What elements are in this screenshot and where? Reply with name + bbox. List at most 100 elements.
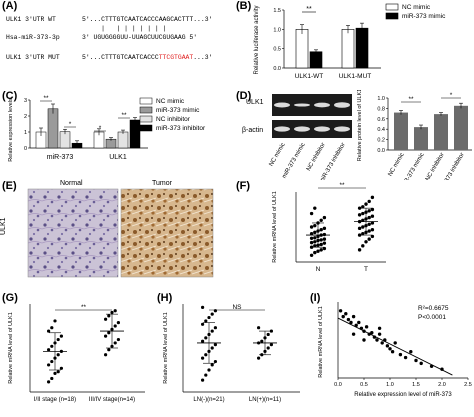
g-point [53, 319, 57, 323]
panel-f: (F) Relative mRNA level of ULK1 N T ** [236, 180, 474, 280]
i-point [409, 349, 413, 354]
mut-seq-red: TTCGTGAAT [158, 54, 194, 61]
g-point [107, 331, 111, 335]
i-point [414, 358, 418, 363]
g-point [59, 366, 64, 370]
d-band-ulk1 [274, 102, 290, 108]
i-point [393, 341, 397, 345]
f-point [367, 222, 371, 227]
i-point [357, 320, 361, 325]
f-point [370, 227, 375, 232]
f-point [367, 229, 371, 233]
f-point [361, 205, 365, 209]
b-group-label: ULK1-MUT [339, 73, 372, 80]
i-point [403, 355, 408, 360]
d-band-actin [294, 126, 310, 132]
g-point [107, 348, 111, 352]
h-point [201, 322, 205, 326]
f-point [322, 237, 327, 241]
f-point [370, 195, 375, 200]
i-point [346, 317, 351, 322]
i-point [341, 314, 345, 319]
panel-g-chart: Relative mRNA level of ULK1 I/II stage (n… [8, 304, 145, 403]
h-point [266, 332, 270, 337]
b-legend-swatch [385, 12, 399, 20]
d-bar [414, 127, 428, 150]
g-point [113, 341, 117, 345]
d-bar [434, 114, 448, 150]
f-point [319, 238, 323, 242]
b-sig: ** [306, 6, 312, 13]
d-band-ulk1 [294, 103, 310, 107]
i-xlabel: Relative expression level of miR-373 [354, 392, 452, 398]
c-sig: ** [121, 112, 127, 119]
i-x-tick-label: 2.5 [464, 382, 472, 388]
panel-a-row-3-seq: 5'...CTTTGTCAATCACCCTTCGTGAAT...3' [82, 54, 212, 61]
d-lane-label: NC mimic [269, 142, 287, 168]
h-point [207, 315, 211, 320]
g-point [116, 337, 120, 342]
f-point [357, 213, 362, 217]
f-point [319, 218, 323, 222]
i-point [375, 338, 379, 342]
f-ylabel: Relative mRNA level of ULK1 [272, 191, 278, 263]
d-band-ulk1 [314, 102, 330, 108]
panel-d-label: (D) [236, 90, 252, 102]
f-point [367, 209, 371, 213]
b-y-tick-label: 1.5 [273, 8, 281, 14]
i-ylabel: Relative mRNA level of ULK1 [318, 306, 324, 378]
b-group-label: ULK1-WT [295, 73, 324, 80]
c-sig: ** [43, 95, 49, 102]
panel-c: (C) 0 1 2 3 Relative expression levels miR-37… [0, 90, 230, 180]
panel-c-label: (C) [2, 90, 18, 102]
h-point [257, 326, 261, 330]
d-y-tick-label: 0.8 [377, 106, 385, 112]
panel-g: (G) Relative mRNA level of ULK1 I/II stag… [0, 292, 150, 412]
c-bar [129, 119, 141, 149]
c-legend-label: miR-373 mimic [156, 107, 200, 114]
h-point [213, 343, 217, 347]
h-point [210, 312, 214, 316]
mut-seq-prefix: 5'...CTTTGTCAATCACCC [82, 54, 159, 61]
g-point [59, 334, 64, 338]
panel-h-label: (H) [157, 292, 173, 304]
f-point [322, 232, 327, 237]
c-y-tick-label: 2 [24, 114, 27, 120]
f-point [309, 236, 314, 241]
f-point [313, 244, 317, 248]
i-x-tick-label: 1.5 [412, 382, 420, 388]
ihc-images [27, 188, 214, 278]
i-point [398, 352, 403, 357]
panel-f-chart: Relative mRNA level of ULK1 N T ** [272, 182, 386, 273]
d-ylabel: Relative protein level of ULK1 [357, 90, 363, 161]
b-bar [295, 29, 309, 69]
f-point [367, 237, 371, 241]
f-point [361, 225, 365, 229]
c-sig: * [99, 125, 102, 132]
c-legend-swatch [139, 97, 153, 105]
g-ylabel: Relative mRNA level of ULK1 [8, 312, 14, 384]
f-point [309, 211, 314, 216]
i-point [419, 361, 423, 366]
b-legend-label: NC mimic [402, 4, 431, 11]
g-point [47, 380, 51, 384]
d-blot-actin [272, 120, 352, 138]
d-y-tick-label: 0.6 [377, 117, 385, 123]
h-point [207, 368, 211, 372]
h-point [210, 346, 214, 350]
panel-a-row-2-seq: 3' UGUGGGGUU-UUAGCUUCGUGAAG 5' [82, 34, 198, 41]
g-x-label: I/II stage (n=18) [34, 397, 76, 403]
h-point [201, 378, 205, 382]
f-point [364, 202, 368, 206]
g-point [104, 353, 108, 357]
h-point [269, 343, 273, 347]
panel-a-label: (A) [2, 0, 18, 12]
h-point [201, 339, 205, 343]
g-point [56, 337, 60, 342]
f-point [309, 245, 314, 249]
g-point [47, 329, 51, 333]
f-point [367, 215, 371, 220]
panel-h: (H) Relative mRNA level of ULK1 LN(-)(n=2… [155, 292, 305, 412]
i-point [370, 330, 374, 335]
f-point [357, 226, 362, 231]
